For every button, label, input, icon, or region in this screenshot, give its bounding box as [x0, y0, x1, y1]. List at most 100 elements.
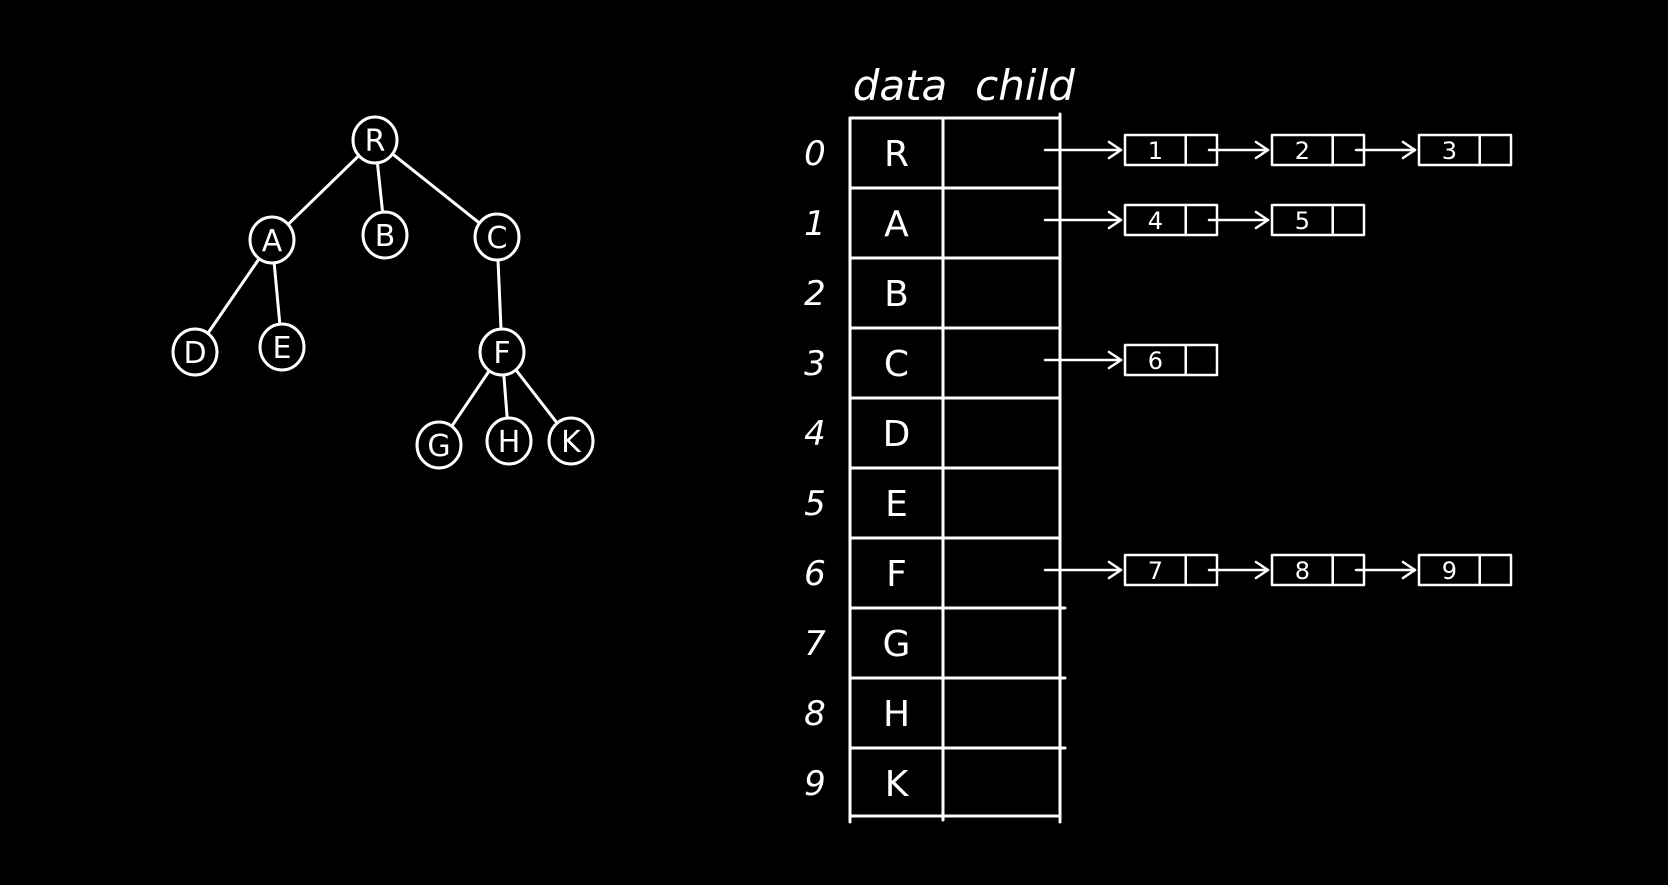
list-node-index: 7	[1148, 557, 1163, 585]
row-data-cell: R	[884, 134, 909, 175]
tree-nodes: R A B C D E F G H K	[171, 115, 595, 470]
tree-edge-A-D	[207, 258, 260, 334]
list-arrow-head	[1254, 210, 1270, 230]
list-node-index: 6	[1148, 347, 1163, 375]
tree-node-label: R	[365, 124, 386, 159]
tree-node-R: R	[351, 115, 399, 165]
row-index: 9	[804, 764, 826, 804]
row-data-cell: B	[884, 274, 909, 315]
tree-edge-R-A	[287, 155, 360, 225]
tree-edge-F-H	[502, 374, 509, 419]
row-index: 5	[804, 484, 826, 524]
row-index: 0	[804, 134, 826, 174]
child-linked-lists: 1 2 34 567 8 9	[1043, 133, 1513, 587]
header-child-label: child	[975, 61, 1075, 110]
row-index: 8	[804, 694, 826, 734]
tree-node-label: G	[427, 429, 450, 464]
list-node-box	[1417, 133, 1513, 167]
row-data-cell: E	[885, 484, 908, 525]
tree-node-circle	[473, 212, 521, 262]
list-node-index: 2	[1295, 137, 1310, 165]
tree-edge-F-K	[515, 369, 558, 424]
row-index: 7	[804, 624, 826, 664]
tree-node-K: K	[547, 416, 595, 466]
tree-edge-F-G	[450, 370, 491, 427]
row-data-cell: C	[884, 344, 909, 385]
row-data-cell: H	[883, 694, 910, 735]
tree-node-circle	[485, 416, 533, 466]
child-list-row-3: 6	[1043, 343, 1219, 377]
tree-node-label: K	[561, 425, 582, 460]
list-arrow-head	[1401, 560, 1417, 580]
list-node: 9	[1417, 553, 1513, 587]
row-index: 4	[804, 414, 826, 454]
row-data-cell: K	[885, 764, 910, 805]
tree-node-C: C	[473, 212, 521, 262]
list-node-index: 4	[1148, 207, 1163, 235]
row-index: 1	[804, 204, 826, 244]
tree-node-F: F	[478, 327, 526, 377]
list-node-index: 8	[1295, 557, 1310, 585]
tree-node-H: H	[485, 416, 533, 466]
child-list-row-0: 1 2 3	[1043, 133, 1513, 167]
tree-node-label: E	[273, 331, 292, 366]
tree-node-label: H	[498, 425, 521, 460]
tree-node-circle	[415, 420, 463, 470]
list-node-index: 9	[1442, 557, 1457, 585]
child-list-row-6: 7 8 9	[1043, 553, 1513, 587]
row-data-cell: A	[884, 204, 909, 245]
list-arrow-head	[1254, 140, 1270, 160]
table-grid	[848, 112, 1067, 824]
tree-edges	[207, 153, 558, 427]
tree-node-label: D	[183, 336, 206, 371]
list-node-index: 3	[1442, 137, 1457, 165]
row-data-cell: G	[883, 624, 911, 665]
table-rows: 0 R1 A2 B3 C4 D5 E6 F7 G8 H9 K	[804, 134, 910, 805]
list-arrow-head	[1254, 560, 1270, 580]
list-node: 5	[1270, 203, 1366, 237]
row-index: 6	[804, 554, 826, 594]
tree-node-circle	[258, 322, 306, 372]
list-node-index: 5	[1295, 207, 1310, 235]
row-index: 3	[804, 344, 826, 384]
child-list-table: data child 0 R1 A2 B3 C4 D5 E6 F7 G8 H9 K	[804, 61, 1075, 824]
list-node-box	[1270, 203, 1366, 237]
tree-node-circle	[478, 327, 526, 377]
tree-edge-R-B	[376, 162, 384, 213]
tree-edge-A-E	[272, 262, 282, 325]
list-node: 7	[1123, 553, 1219, 587]
tree-node-circle	[171, 327, 219, 377]
row-index: 2	[804, 274, 826, 314]
tree-node-G: G	[415, 420, 463, 470]
list-arrow-head	[1107, 350, 1123, 370]
tree-node-E: E	[258, 322, 306, 372]
list-node-box	[1123, 343, 1219, 377]
list-node: 3	[1417, 133, 1513, 167]
tree-node-label: B	[375, 219, 396, 254]
header-data-label: data	[853, 61, 948, 110]
row-data-cell: F	[886, 554, 907, 595]
tree-node-circle	[547, 416, 595, 466]
tree-node-label: F	[493, 336, 510, 371]
tree-node-label: C	[487, 221, 508, 256]
list-node: 6	[1123, 343, 1219, 377]
tree-node-circle	[351, 115, 399, 165]
tree-node-circle	[248, 215, 296, 265]
row-data-cell: D	[883, 414, 911, 455]
tree-edge-C-F	[496, 259, 503, 330]
list-arrow-head	[1401, 140, 1417, 160]
tree-node-label: A	[262, 224, 283, 259]
tree-edge-R-C	[392, 153, 480, 224]
